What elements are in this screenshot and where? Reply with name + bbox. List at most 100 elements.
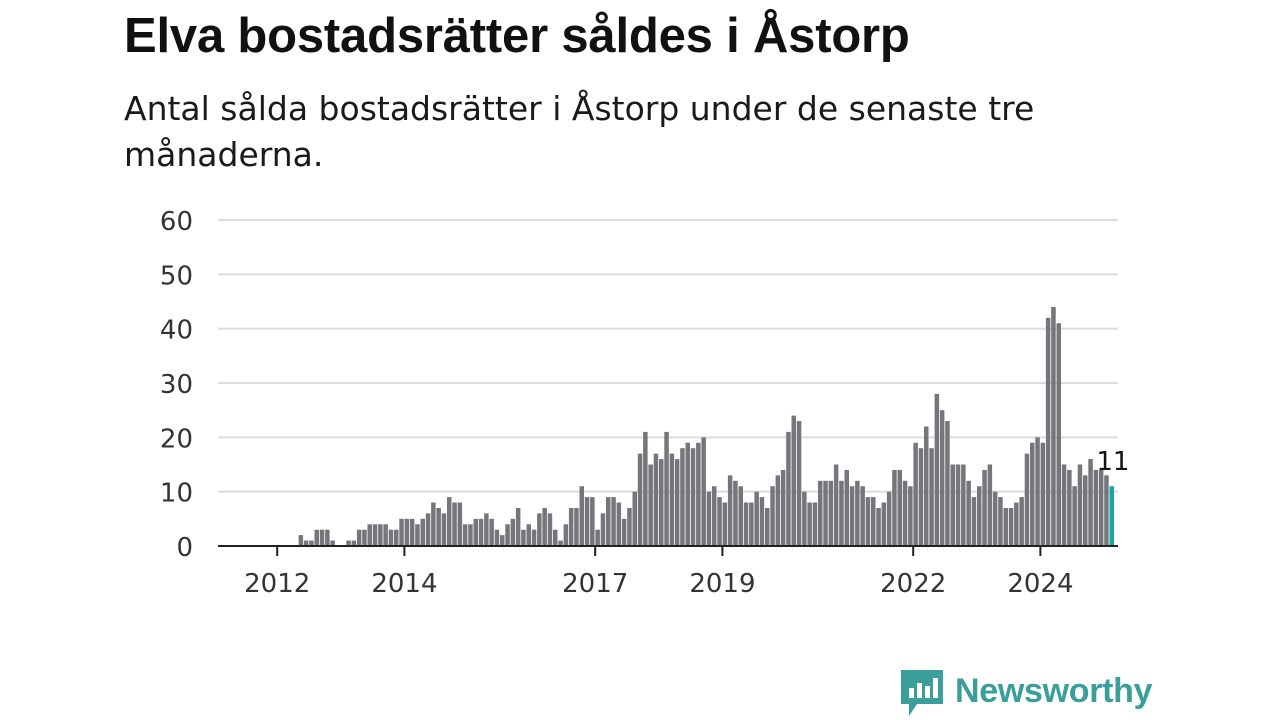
bar	[484, 513, 489, 546]
bar	[568, 507, 574, 546]
bar	[913, 442, 918, 546]
y-tick-label: 60	[160, 207, 193, 237]
bar	[1067, 469, 1072, 546]
bar	[309, 540, 314, 546]
bar	[987, 464, 993, 546]
bar	[542, 507, 547, 546]
bar	[653, 453, 659, 546]
bar	[457, 502, 463, 546]
bar	[908, 486, 913, 546]
bar	[1083, 475, 1088, 546]
x-tick-label: 2012	[244, 569, 310, 599]
bar	[648, 464, 653, 546]
bar	[1104, 475, 1109, 546]
bar	[833, 464, 839, 546]
bar	[902, 480, 908, 546]
bar	[955, 464, 961, 546]
bar	[425, 513, 431, 546]
bar	[526, 524, 531, 546]
bar	[722, 502, 728, 546]
bar	[871, 497, 876, 546]
bar	[362, 529, 367, 546]
bar	[892, 469, 897, 546]
bar	[404, 518, 410, 546]
bar	[796, 421, 802, 546]
bar	[966, 480, 971, 546]
bar	[717, 497, 722, 546]
bar	[547, 513, 553, 546]
bar	[1019, 497, 1024, 546]
bar	[388, 529, 394, 546]
bar	[786, 431, 791, 546]
bar	[314, 529, 319, 546]
newsworthy-logo: Newsworthy	[901, 670, 1153, 720]
bar	[791, 415, 796, 546]
bar	[886, 491, 892, 546]
bar	[521, 529, 526, 546]
bar	[924, 426, 929, 546]
bar	[690, 448, 696, 546]
bar	[977, 486, 982, 546]
bar	[855, 480, 860, 546]
bar	[346, 540, 351, 546]
bar	[584, 497, 590, 546]
bar	[1045, 317, 1051, 546]
x-tick-label: 2019	[689, 569, 755, 599]
bar	[961, 464, 966, 546]
y-tick-label: 40	[160, 316, 193, 346]
x-tick-label: 2017	[562, 569, 628, 599]
bar	[669, 453, 675, 546]
y-tick-label: 30	[160, 370, 193, 400]
bar	[489, 518, 494, 546]
bar	[971, 497, 977, 546]
bar	[945, 421, 950, 546]
bar	[775, 475, 781, 546]
bar	[574, 507, 579, 546]
highlight-value-label: 11	[1096, 447, 1129, 477]
bar	[473, 518, 478, 546]
bar	[881, 502, 887, 546]
bar	[383, 524, 388, 546]
bar	[823, 480, 828, 546]
bar	[447, 497, 452, 546]
bar	[351, 540, 357, 546]
bar	[637, 453, 643, 546]
bar	[356, 529, 362, 546]
bar	[1024, 453, 1030, 546]
bar	[627, 507, 632, 546]
bar	[770, 486, 775, 546]
bar	[1035, 437, 1040, 546]
bar	[590, 497, 595, 546]
bar	[1014, 502, 1019, 546]
bar	[685, 442, 690, 546]
bar	[844, 469, 849, 546]
bar	[1072, 486, 1077, 546]
bar	[706, 491, 712, 546]
x-tick-label: 2014	[371, 569, 437, 599]
bar	[701, 437, 706, 546]
bar	[754, 491, 759, 546]
chart-title: Elva bostadsrätter såldes i Åstorp	[124, 9, 910, 63]
bar	[441, 513, 447, 546]
bar	[616, 502, 622, 546]
bar	[659, 459, 664, 546]
bar	[494, 529, 500, 546]
bar	[611, 497, 616, 546]
bar	[436, 507, 441, 546]
bar	[1077, 464, 1083, 546]
bar	[918, 448, 924, 546]
bar	[537, 513, 542, 546]
bar	[1030, 442, 1035, 546]
bar	[303, 540, 309, 546]
bar	[579, 486, 584, 546]
bar	[409, 518, 415, 546]
bar	[765, 507, 770, 546]
bar	[743, 502, 749, 546]
bar	[849, 486, 855, 546]
bar	[876, 507, 881, 546]
bar	[643, 431, 648, 546]
bar	[325, 529, 330, 546]
bar	[712, 486, 717, 546]
newsworthy-wordmark: Newsworthy	[955, 672, 1153, 710]
bar	[298, 535, 304, 546]
